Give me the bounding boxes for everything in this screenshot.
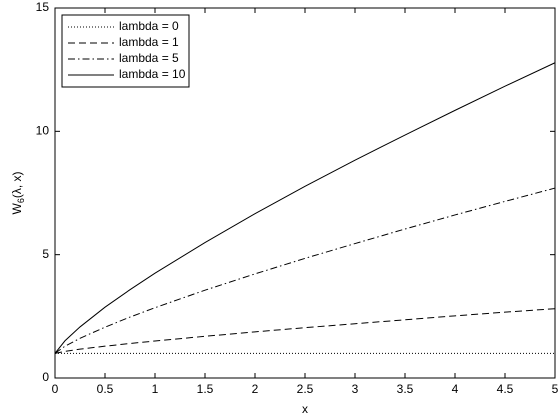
legend-label: lambda = 5 — [119, 51, 179, 65]
x-tick-label: 3 — [352, 382, 359, 396]
y-label-sub: 6 — [16, 198, 26, 203]
x-axis-label: x — [302, 402, 308, 416]
x-tick-label: 4.5 — [497, 382, 514, 396]
x-tick-label: 2.5 — [297, 382, 314, 396]
x-tick-label: 1 — [152, 382, 159, 396]
y-tick-label: 10 — [36, 124, 50, 138]
y-tick-label: 0 — [42, 370, 49, 384]
x-tick-label: 0.5 — [97, 382, 114, 396]
legend-label: lambda = 0 — [119, 19, 179, 33]
x-tick-label: 0 — [52, 382, 59, 396]
y-tick-label: 5 — [42, 247, 49, 261]
y-label-rest: (λ, x) — [10, 171, 24, 198]
y-tick-label: 15 — [36, 0, 50, 14]
x-tick-label: 4 — [452, 382, 459, 396]
x-tick-label: 1.5 — [197, 382, 214, 396]
legend-label: lambda = 1 — [119, 35, 179, 49]
x-tick-label: 3.5 — [397, 382, 414, 396]
legend-label: lambda = 10 — [119, 67, 186, 81]
x-tick-label: 2 — [252, 382, 259, 396]
series-line — [54, 308, 556, 354]
series-line — [54, 62, 556, 354]
x-tick-label: 5 — [552, 382, 559, 396]
series-line — [54, 187, 556, 354]
y-axis-label: W6(λ, x) — [10, 171, 26, 214]
y-label-main: W — [10, 203, 24, 215]
